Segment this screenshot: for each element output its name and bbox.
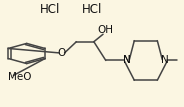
- Text: HCl: HCl: [82, 3, 102, 16]
- Text: N: N: [123, 55, 131, 65]
- Text: MeO: MeO: [8, 71, 32, 82]
- Text: O: O: [58, 48, 66, 58]
- Text: OH: OH: [98, 25, 114, 35]
- Text: N: N: [161, 55, 169, 65]
- Text: HCl: HCl: [40, 3, 60, 16]
- Text: N: N: [123, 55, 131, 65]
